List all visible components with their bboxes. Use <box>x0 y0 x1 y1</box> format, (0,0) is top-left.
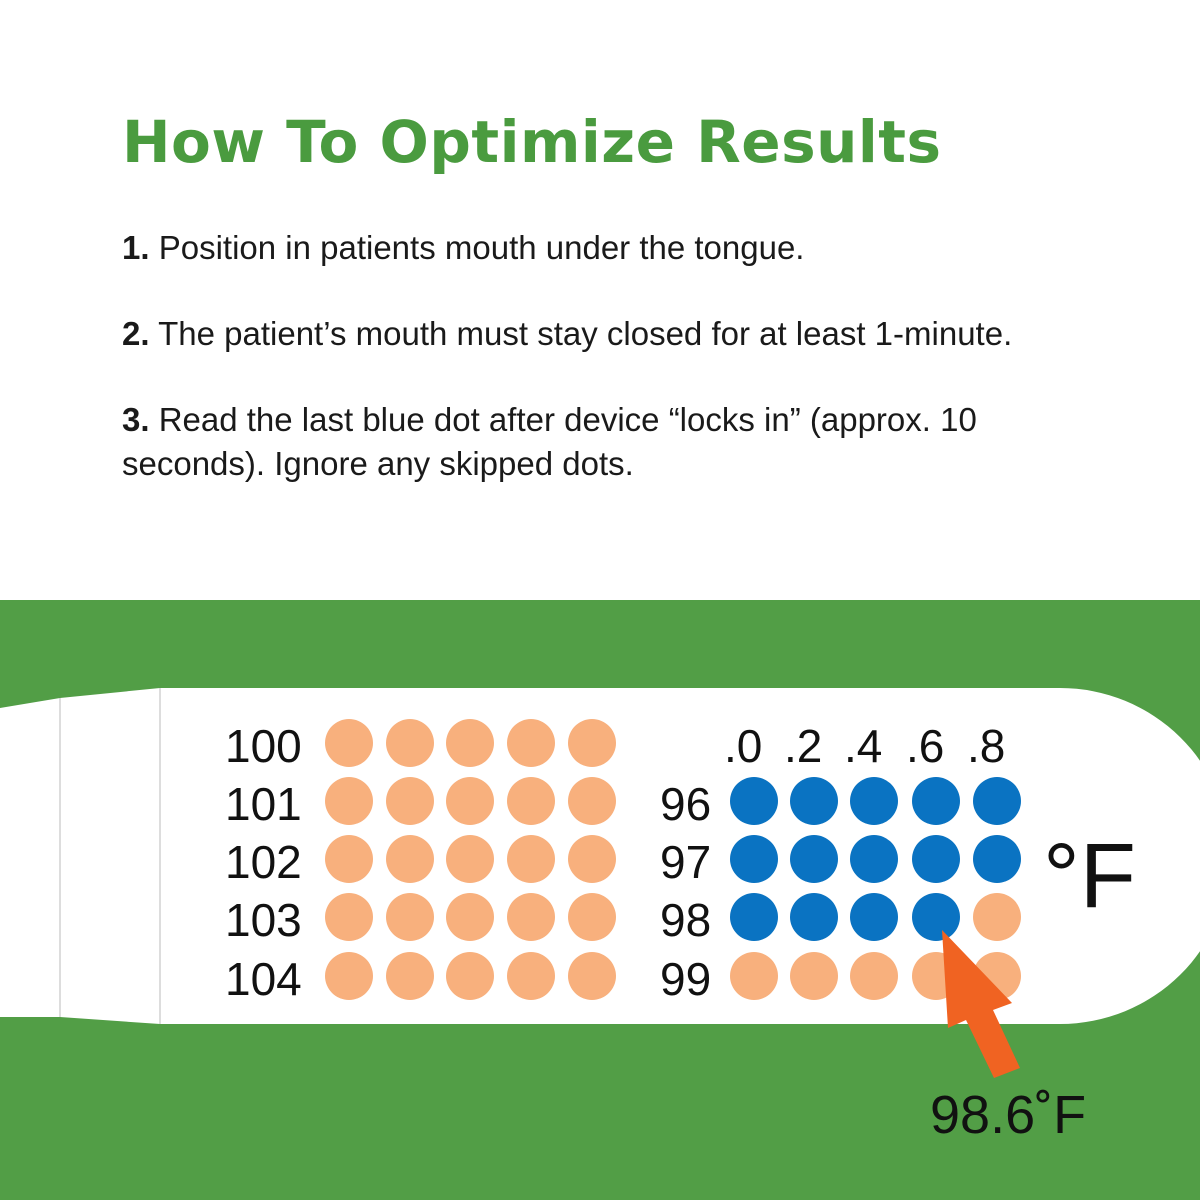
temp-dot <box>507 719 555 767</box>
temp-dot <box>568 835 616 883</box>
temp-dot <box>730 952 778 1000</box>
reading-label: 98.6˚F <box>930 1085 1087 1145</box>
temp-dot <box>973 777 1021 825</box>
temp-dot <box>912 777 960 825</box>
temp-dot <box>973 835 1021 883</box>
temp-dot <box>325 777 373 825</box>
step-number: 1. <box>122 229 150 266</box>
temp-dot <box>386 952 434 1000</box>
temp-dot <box>507 835 555 883</box>
column-label: .6 <box>906 720 945 772</box>
row-label: 99 <box>660 953 712 1005</box>
temp-dot <box>446 719 494 767</box>
row-label: 97 <box>660 836 712 888</box>
temp-dot <box>973 893 1021 941</box>
row-label: 104 <box>225 953 302 1005</box>
column-label: .8 <box>967 720 1006 772</box>
unit-label: °F <box>1043 825 1136 927</box>
temp-dot <box>568 777 616 825</box>
row-label: 98 <box>660 894 712 946</box>
temp-dot <box>325 952 373 1000</box>
step-text: Position in patients mouth under the ton… <box>158 229 805 266</box>
page-title: How To Optimize Results <box>122 108 942 176</box>
temp-dot <box>912 835 960 883</box>
temp-dot <box>790 777 838 825</box>
step-text: The patient’s mouth must stay closed for… <box>158 315 1013 352</box>
dot-grid <box>325 719 1021 1000</box>
temp-dot <box>446 777 494 825</box>
temp-dot <box>850 777 898 825</box>
temp-dot <box>912 893 960 941</box>
temp-dot <box>568 893 616 941</box>
temp-dot <box>386 893 434 941</box>
row-label: 100 <box>225 720 302 772</box>
temp-dot <box>386 719 434 767</box>
temp-dot <box>325 835 373 883</box>
temp-dot <box>325 893 373 941</box>
step-1: 1. Position in patients mouth under the … <box>122 226 1082 270</box>
temp-dot <box>568 719 616 767</box>
step-number: 2. <box>122 315 150 352</box>
column-label: .0 <box>724 720 763 772</box>
temp-dot <box>386 777 434 825</box>
temp-dot <box>507 777 555 825</box>
row-label: 101 <box>225 778 302 830</box>
step-3: 3. Read the last blue dot after device “… <box>122 398 1082 486</box>
step-text: Read the last blue dot after device “loc… <box>122 401 977 482</box>
temp-dot <box>325 719 373 767</box>
temp-dot <box>446 835 494 883</box>
temp-dot <box>507 952 555 1000</box>
temp-dot <box>386 835 434 883</box>
temp-dot <box>790 893 838 941</box>
column-label: .4 <box>844 720 883 772</box>
temp-dot <box>850 952 898 1000</box>
row-label: 102 <box>225 836 302 888</box>
temp-dot <box>790 952 838 1000</box>
temp-dot <box>446 893 494 941</box>
pointer-arrow-icon <box>942 930 1020 1078</box>
step-number: 3. <box>122 401 150 438</box>
row-label: 103 <box>225 894 302 946</box>
temp-dot <box>730 777 778 825</box>
temp-dot <box>730 893 778 941</box>
temp-dot <box>850 835 898 883</box>
temp-dot <box>730 835 778 883</box>
temp-dot <box>790 835 838 883</box>
instructions-list: 1. Position in patients mouth under the … <box>122 226 1082 528</box>
step-2: 2. The patient’s mouth must stay closed … <box>122 312 1082 356</box>
temp-dot <box>446 952 494 1000</box>
temp-dot <box>568 952 616 1000</box>
temp-dot <box>507 893 555 941</box>
column-label: .2 <box>784 720 823 772</box>
temp-dot <box>850 893 898 941</box>
row-label: 96 <box>660 778 712 830</box>
